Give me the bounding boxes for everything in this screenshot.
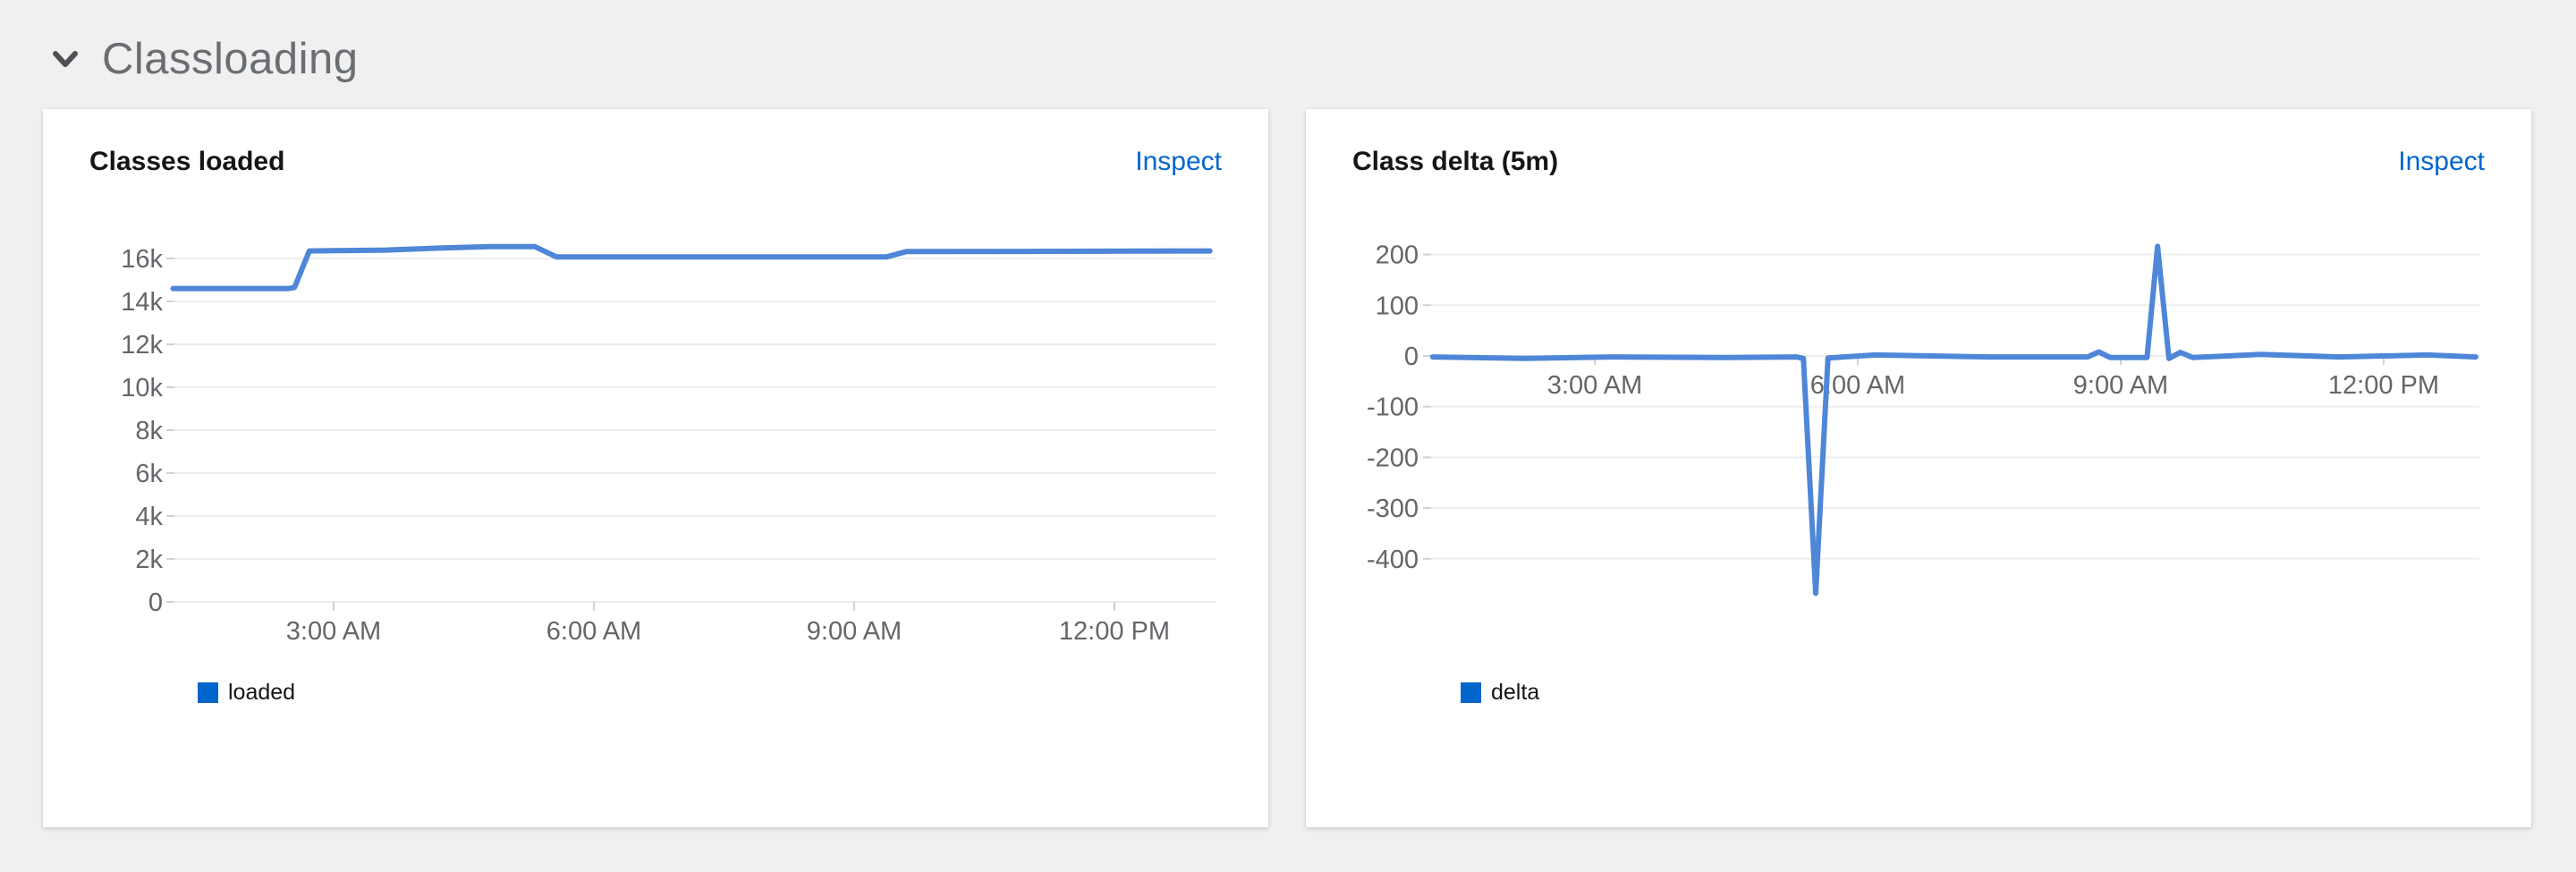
svg-text:14k: 14k [121, 288, 163, 317]
svg-text:3:00 AM: 3:00 AM [1547, 371, 1642, 400]
svg-text:9:00 AM: 9:00 AM [2073, 371, 2168, 400]
svg-text:4k: 4k [135, 503, 163, 531]
chart-legend: loaded [198, 680, 295, 706]
svg-text:6k: 6k [135, 460, 163, 488]
svg-text:8k: 8k [135, 417, 163, 445]
inspect-link[interactable]: Inspect [2398, 147, 2485, 176]
svg-text:3:00 AM: 3:00 AM [286, 617, 381, 646]
panel-classes-loaded: Classes loaded Inspect 16k 14k 12k 10k 8k 6k 4… [43, 109, 1268, 827]
classes-loaded-chart: 16k 14k 12k 10k 8k 6k 4k 2k 0 3:00 AM 6:00 AM 9:00 … [121, 243, 1216, 646]
svg-text:0: 0 [1404, 343, 1419, 371]
panel-title: Classes loaded [89, 147, 285, 176]
svg-text:16k: 16k [121, 245, 163, 274]
svg-text:100: 100 [1376, 292, 1419, 320]
svg-text:0: 0 [148, 588, 163, 617]
legend-swatch-loaded [198, 682, 218, 703]
svg-text:200: 200 [1376, 241, 1419, 270]
section-classloading-toggle[interactable]: Classloading [52, 34, 359, 84]
legend-label: delta [1491, 680, 1540, 705]
panel-class-delta: Class delta (5m) Inspect 200 100 0 -100 -200… [1306, 109, 2531, 827]
svg-text:-100: -100 [1367, 394, 1419, 422]
svg-text:-200: -200 [1367, 444, 1419, 472]
legend-label: loaded [228, 680, 296, 705]
svg-text:2k: 2k [135, 546, 163, 574]
panel-title: Class delta (5m) [1352, 147, 1559, 176]
inspect-link[interactable]: Inspect [1135, 147, 1222, 176]
svg-text:6:00 AM: 6:00 AM [547, 617, 641, 646]
svg-text:12:00 PM: 12:00 PM [1059, 617, 1170, 646]
legend-swatch-delta [1461, 682, 1481, 703]
svg-text:12k: 12k [121, 331, 163, 360]
svg-text:10k: 10k [121, 374, 163, 402]
svg-text:9:00 AM: 9:00 AM [807, 617, 902, 646]
svg-text:-300: -300 [1367, 495, 1419, 523]
section-title: Classloading [102, 35, 359, 83]
chevron-down-icon [53, 51, 78, 67]
svg-text:-400: -400 [1367, 546, 1419, 574]
svg-text:12:00 PM: 12:00 PM [2328, 371, 2439, 400]
chart-legend: delta [1461, 680, 1539, 706]
